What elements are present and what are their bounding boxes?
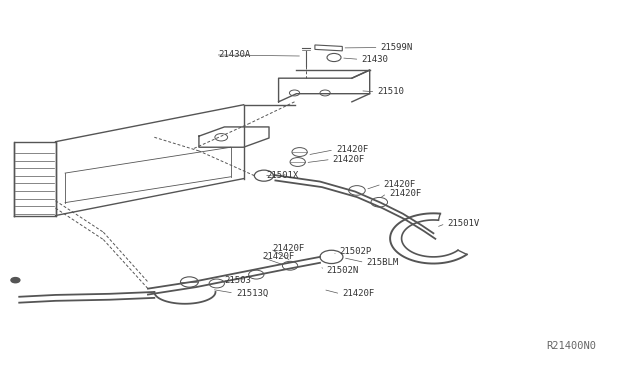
Text: 21501X: 21501X [266,171,298,180]
Text: 215BLM: 215BLM [367,258,399,267]
Text: 21420F: 21420F [342,289,374,298]
Text: 21420F: 21420F [336,145,368,154]
Text: 21502N: 21502N [326,266,358,275]
Text: 21420F: 21420F [272,244,305,253]
Text: 21420F: 21420F [389,189,421,198]
Text: 21502P: 21502P [339,247,371,256]
Text: 21599N: 21599N [381,43,413,52]
Text: 21420F: 21420F [333,155,365,164]
Circle shape [11,278,20,283]
Text: 21510: 21510 [378,87,404,96]
Text: R21400N0: R21400N0 [546,340,596,350]
Text: 21501V: 21501V [447,219,480,228]
Text: 21513Q: 21513Q [236,289,268,298]
Text: 21430A: 21430A [218,51,250,60]
Text: 21503: 21503 [225,276,252,285]
Text: 21430: 21430 [362,55,388,64]
Text: 21420F: 21420F [262,252,295,262]
Text: 21420F: 21420F [384,180,416,189]
